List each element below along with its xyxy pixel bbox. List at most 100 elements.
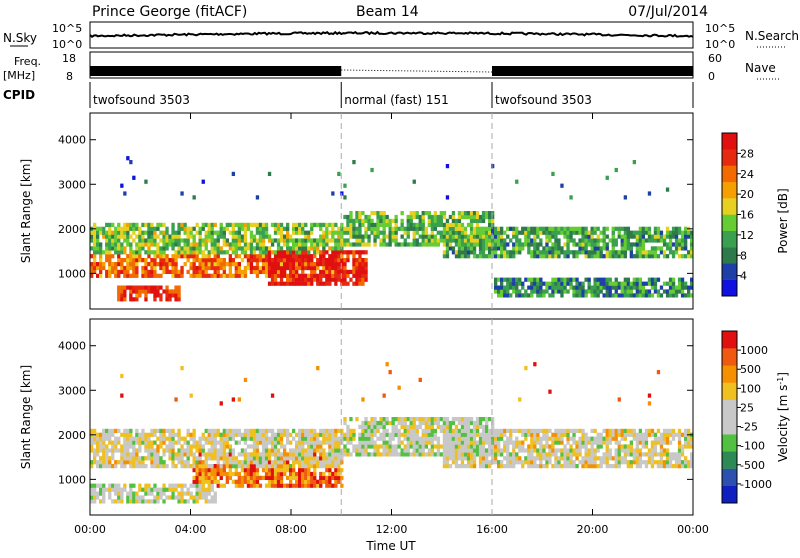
heatmap-cell (343, 444, 347, 449)
x-tick-label: 00:00 (74, 523, 106, 536)
heatmap-cell (328, 269, 332, 275)
heatmap-cell (267, 428, 272, 434)
heatmap-cell (478, 417, 483, 422)
heatmap-cell (270, 468, 275, 473)
heatmap-cell (286, 464, 290, 469)
heatmap-cell (319, 460, 323, 465)
heatmap-cell (650, 432, 655, 437)
heatmap-cell (222, 471, 227, 477)
heatmap-cell (343, 183, 347, 188)
heatmap-cell (617, 444, 621, 449)
heatmap-cell (445, 238, 450, 243)
heatmap-cell (596, 444, 600, 449)
heatmap-cell (270, 273, 275, 278)
heatmap-cell (334, 444, 338, 449)
heatmap-cell (668, 464, 673, 469)
heatmap-cell (307, 479, 311, 484)
heatmap-cell (466, 417, 471, 422)
heatmap-cell (171, 273, 175, 278)
heatmap-cell (325, 265, 329, 271)
heatmap-cell (674, 460, 679, 465)
heatmap-cell (289, 265, 293, 271)
heatmap-cell (512, 444, 516, 449)
heatmap-cell (442, 464, 447, 469)
heatmap-cell (207, 250, 211, 255)
heatmap-cell (279, 222, 284, 228)
heatmap-cell (668, 242, 673, 247)
heatmap-cell (373, 432, 377, 437)
heatmap-cell (469, 440, 474, 445)
heatmap-cell (126, 460, 130, 465)
x-tick-label: 00:00 (677, 523, 709, 536)
x-tick-label: 08:00 (275, 523, 307, 536)
heatmap-cell (189, 254, 193, 259)
heatmap-cell (361, 397, 365, 402)
heatmap-cell (286, 262, 290, 267)
heatmap-cell (421, 452, 425, 457)
heatmap-cell (554, 436, 558, 441)
colorbar-swatch (722, 365, 737, 383)
colorbar-swatch (722, 214, 737, 231)
heatmap-cell (485, 424, 489, 430)
heatmap-cell (276, 468, 281, 473)
heatmap-cell (530, 277, 534, 282)
heatmap-cell (90, 262, 94, 267)
heatmap-cell (491, 417, 495, 422)
heatmap-cell (331, 246, 335, 251)
heatmap-cell (412, 242, 416, 247)
heatmap-cell (249, 222, 254, 228)
heatmap-cell (255, 479, 260, 484)
heatmap-cell (533, 464, 537, 469)
heatmap-cell (448, 448, 453, 453)
heatmap-cell (391, 226, 395, 231)
heatmap-cell (475, 254, 480, 259)
heatmap-cell (222, 460, 227, 465)
heatmap-cell (135, 285, 139, 290)
heatmap-cell (225, 262, 230, 267)
heatmap-cell (192, 250, 196, 255)
heatmap-cell (485, 230, 489, 235)
heatmap-cell (542, 456, 546, 461)
heatmap-cell (168, 452, 172, 457)
heatmap-cell (352, 448, 356, 453)
heatmap-cell (632, 230, 637, 235)
heatmap-cell (319, 432, 323, 437)
colorbar-tick-label: 16 (740, 209, 754, 222)
heatmap-cell (108, 262, 112, 267)
heatmap-cell (548, 456, 552, 461)
heatmap-cell (177, 273, 181, 278)
heatmap-cell (114, 246, 118, 251)
heatmap-cell (123, 285, 127, 290)
heatmap-cell (512, 460, 516, 465)
heatmap-cell (310, 483, 314, 488)
heatmap-cell (96, 460, 100, 465)
heatmap-cell (503, 285, 507, 290)
heatmap-cell (132, 285, 136, 290)
heatmap-cell (93, 238, 97, 243)
heatmap-cell (108, 242, 112, 247)
heatmap-cell (472, 211, 477, 216)
heatmap-cell (409, 424, 413, 430)
heatmap-cell (503, 432, 507, 437)
heatmap-cell (485, 238, 489, 243)
heatmap-cell (512, 464, 516, 469)
heatmap-cell (216, 262, 220, 267)
heatmap-cell (340, 242, 344, 247)
heatmap-cell (273, 440, 278, 445)
heatmap-cell (382, 432, 386, 437)
heatmap-cell (506, 254, 510, 259)
heatmap-cell (677, 456, 682, 461)
heatmap-cell (418, 436, 422, 441)
heatmap-cell (117, 262, 121, 267)
heatmap-cell (156, 428, 160, 434)
heatmap-cell (264, 222, 269, 228)
heatmap-cell (460, 222, 465, 228)
heatmap-cell (469, 226, 474, 231)
heatmap-cell (674, 452, 679, 457)
heatmap-cell (515, 246, 519, 251)
heatmap-cell (180, 456, 184, 461)
heatmap-cell (620, 432, 624, 437)
heatmap-cell (346, 218, 350, 224)
heatmap-cell (331, 444, 335, 449)
heatmap-cell (494, 277, 498, 282)
